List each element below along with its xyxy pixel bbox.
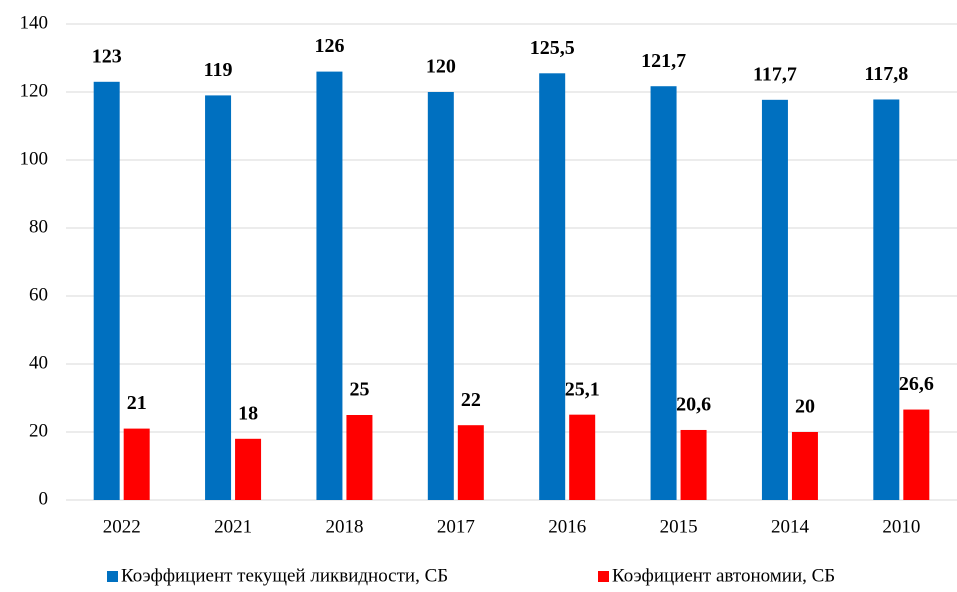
y-tick-label: 40 xyxy=(29,352,48,373)
value-label: 120 xyxy=(426,56,456,78)
legend-swatch xyxy=(598,571,609,582)
bar xyxy=(123,428,150,500)
y-tick-label: 80 xyxy=(29,216,48,237)
x-tick-label: 2017 xyxy=(437,516,475,537)
value-label: 123 xyxy=(92,45,122,67)
bar xyxy=(346,415,373,500)
y-tick-label: 140 xyxy=(20,12,49,33)
bar xyxy=(235,438,262,500)
bar xyxy=(903,409,930,500)
bar xyxy=(427,92,454,500)
bar xyxy=(761,99,788,500)
x-tick-label: 2014 xyxy=(771,516,810,537)
x-tick-label: 2021 xyxy=(214,516,252,537)
legend-label: Коэфициент автономии, СБ xyxy=(612,565,835,586)
y-tick-label: 60 xyxy=(29,284,48,305)
value-label: 121,7 xyxy=(641,50,686,72)
bar xyxy=(650,86,677,500)
value-label: 20 xyxy=(795,396,815,418)
value-label: 117,8 xyxy=(864,63,908,85)
value-label: 125,5 xyxy=(530,37,575,59)
bar xyxy=(457,425,484,500)
bar xyxy=(873,99,900,500)
x-tick-label: 2022 xyxy=(103,516,141,537)
legend-label: Коэффициент текущей ликвидности, СБ xyxy=(121,565,448,586)
value-label: 25,1 xyxy=(565,378,600,400)
x-tick-label: 2015 xyxy=(660,516,698,537)
bar xyxy=(93,81,120,501)
value-label: 126 xyxy=(314,35,344,57)
bar xyxy=(569,414,596,500)
value-label: 22 xyxy=(461,389,481,411)
value-label: 117,7 xyxy=(753,63,797,85)
y-tick-label: 20 xyxy=(29,420,48,441)
bar xyxy=(791,432,818,500)
legend-swatch xyxy=(107,571,118,582)
y-tick-label: 100 xyxy=(20,148,49,169)
value-label: 25 xyxy=(349,379,369,401)
value-label: 119 xyxy=(204,59,233,81)
bar xyxy=(680,429,707,500)
y-tick-label: 120 xyxy=(20,80,49,101)
bar xyxy=(539,73,566,501)
y-tick-label: 0 xyxy=(39,488,49,509)
value-label: 18 xyxy=(238,402,258,424)
bar xyxy=(205,95,232,501)
x-tick-label: 2018 xyxy=(325,516,363,537)
bar xyxy=(316,71,343,500)
value-label: 20,6 xyxy=(676,394,711,416)
value-label: 26,6 xyxy=(899,373,934,395)
x-tick-label: 2010 xyxy=(882,516,920,537)
value-label: 21 xyxy=(127,392,147,414)
x-tick-label: 2016 xyxy=(548,516,586,537)
